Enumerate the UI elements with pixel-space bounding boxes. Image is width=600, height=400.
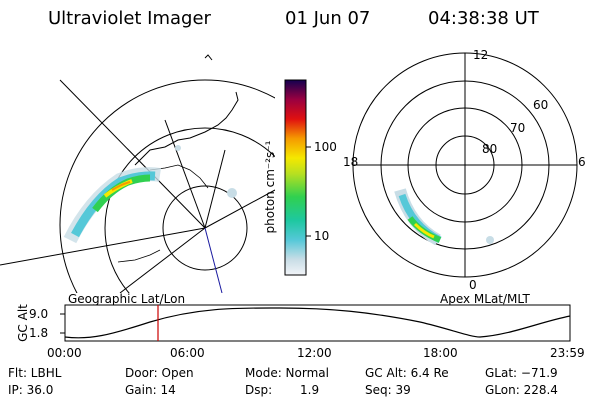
mlat-label-80: 80 bbox=[482, 142, 498, 156]
time-tick-2359: 23:59 bbox=[550, 346, 585, 360]
dsp-label: Dsp: bbox=[245, 383, 273, 397]
time-tick-0000: 00:00 bbox=[47, 346, 82, 360]
gc-alt-info: GC Alt: 6.4 Re bbox=[365, 366, 449, 380]
mlt-label-18: 18 bbox=[343, 155, 359, 169]
aurora-apex bbox=[394, 188, 494, 246]
time-tick-1800: 18:00 bbox=[423, 346, 458, 360]
mlt-label-6: 6 bbox=[578, 155, 586, 169]
time-tick-0600: 06:00 bbox=[170, 346, 205, 360]
mlt-label-0: 0 bbox=[469, 278, 477, 292]
mlat-label-70: 70 bbox=[510, 121, 526, 135]
altitude-ymax: 9.0 bbox=[29, 307, 49, 321]
glon-info: GLon: 228.4 bbox=[485, 383, 558, 397]
mlt-label-12: 12 bbox=[473, 48, 489, 62]
colorbar-tick-100: 100 bbox=[314, 140, 337, 154]
colorbar bbox=[284, 79, 311, 276]
apex-panel-label: Apex MLat/MLT bbox=[440, 292, 530, 306]
door-info: Door: Open bbox=[125, 366, 194, 380]
mode-info: Mode: Normal bbox=[245, 366, 329, 380]
time-tick-1200: 12:00 bbox=[297, 346, 332, 360]
geographic-map bbox=[0, 54, 275, 293]
geographic-panel-label: Geographic Lat/Lon bbox=[68, 292, 186, 306]
altitude-ylabel: GC Alt bbox=[16, 304, 30, 342]
dsp-value: 1.9 bbox=[300, 383, 320, 397]
altitude-strip bbox=[60, 304, 571, 342]
colorbar-unit-label: photon cm⁻²s⁻¹ bbox=[263, 140, 277, 234]
aurora-geographic bbox=[63, 145, 237, 244]
gain-info: Gain: 14 bbox=[125, 383, 176, 397]
observation-time: 04:38:38 UT bbox=[428, 8, 539, 29]
altitude-ymin: 1.8 bbox=[29, 326, 49, 340]
glat-info: GLat: −71.9 bbox=[485, 366, 558, 380]
colorbar-tick-10: 10 bbox=[314, 229, 330, 243]
instrument-title: Ultraviolet Imager bbox=[48, 8, 211, 29]
ip-info: IP: 36.0 bbox=[8, 383, 54, 397]
mlat-label-60: 60 bbox=[533, 98, 549, 112]
filter-info: Flt: LBHL bbox=[8, 366, 62, 380]
apex-polar-plot bbox=[352, 52, 578, 278]
sequence-info: Seq: 39 bbox=[365, 383, 411, 397]
observation-date: 01 Jun 07 bbox=[285, 8, 371, 29]
